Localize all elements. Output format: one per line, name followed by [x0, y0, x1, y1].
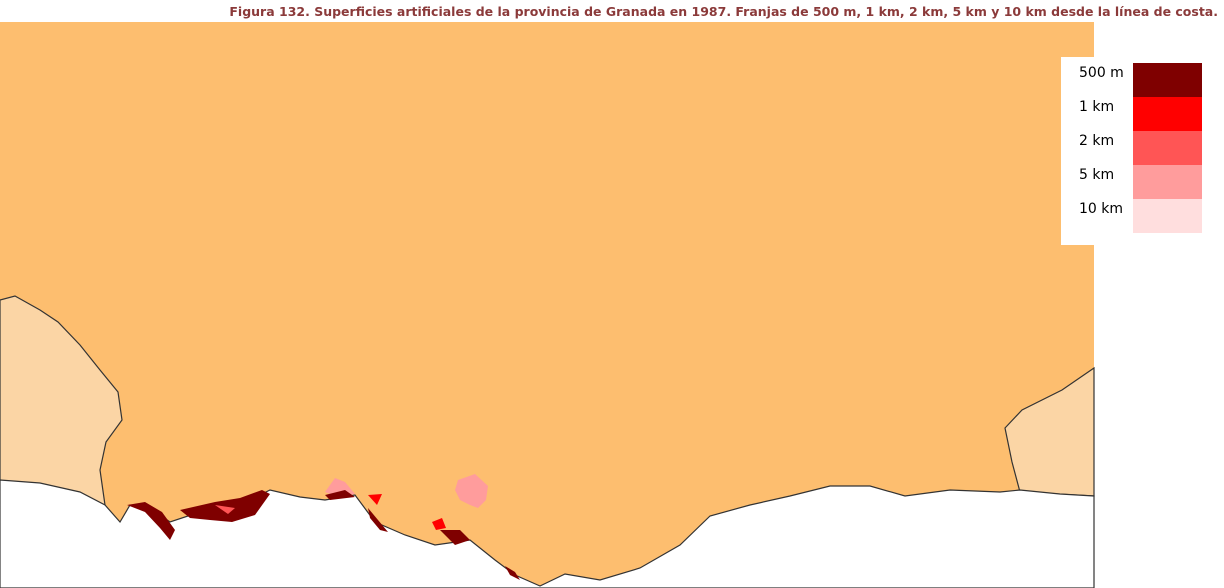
- urban-patch: [325, 490, 355, 500]
- urban-patch: [440, 530, 470, 545]
- urban-patch: [455, 474, 488, 508]
- legend-label: 1 km: [1079, 99, 1114, 115]
- urban-patch: [215, 505, 235, 514]
- legend-label: 5 km: [1079, 167, 1114, 183]
- urban-patch: [505, 566, 520, 580]
- urban-patch: [368, 494, 382, 505]
- province-area: [0, 22, 1094, 588]
- legend: 500 m 1 km 2 km 5 km 10 km: [1079, 63, 1202, 233]
- figure-title: Figura 132. Superficies artificiales de …: [229, 4, 1218, 19]
- urban-patches: [127, 474, 520, 580]
- urban-patch: [180, 490, 270, 522]
- legend-swatch: [1133, 199, 1202, 233]
- legend-label: 10 km: [1079, 201, 1123, 217]
- urban-patch: [368, 508, 388, 532]
- urban-patch: [127, 502, 175, 540]
- legend-label: 500 m: [1079, 65, 1124, 81]
- legend-swatch: [1133, 165, 1202, 199]
- urban-patch: [432, 518, 446, 530]
- legend-swatch: [1133, 97, 1202, 131]
- legend-swatch: [1133, 63, 1202, 97]
- legend-swatch: [1133, 131, 1202, 165]
- legend-label: 2 km: [1079, 133, 1114, 149]
